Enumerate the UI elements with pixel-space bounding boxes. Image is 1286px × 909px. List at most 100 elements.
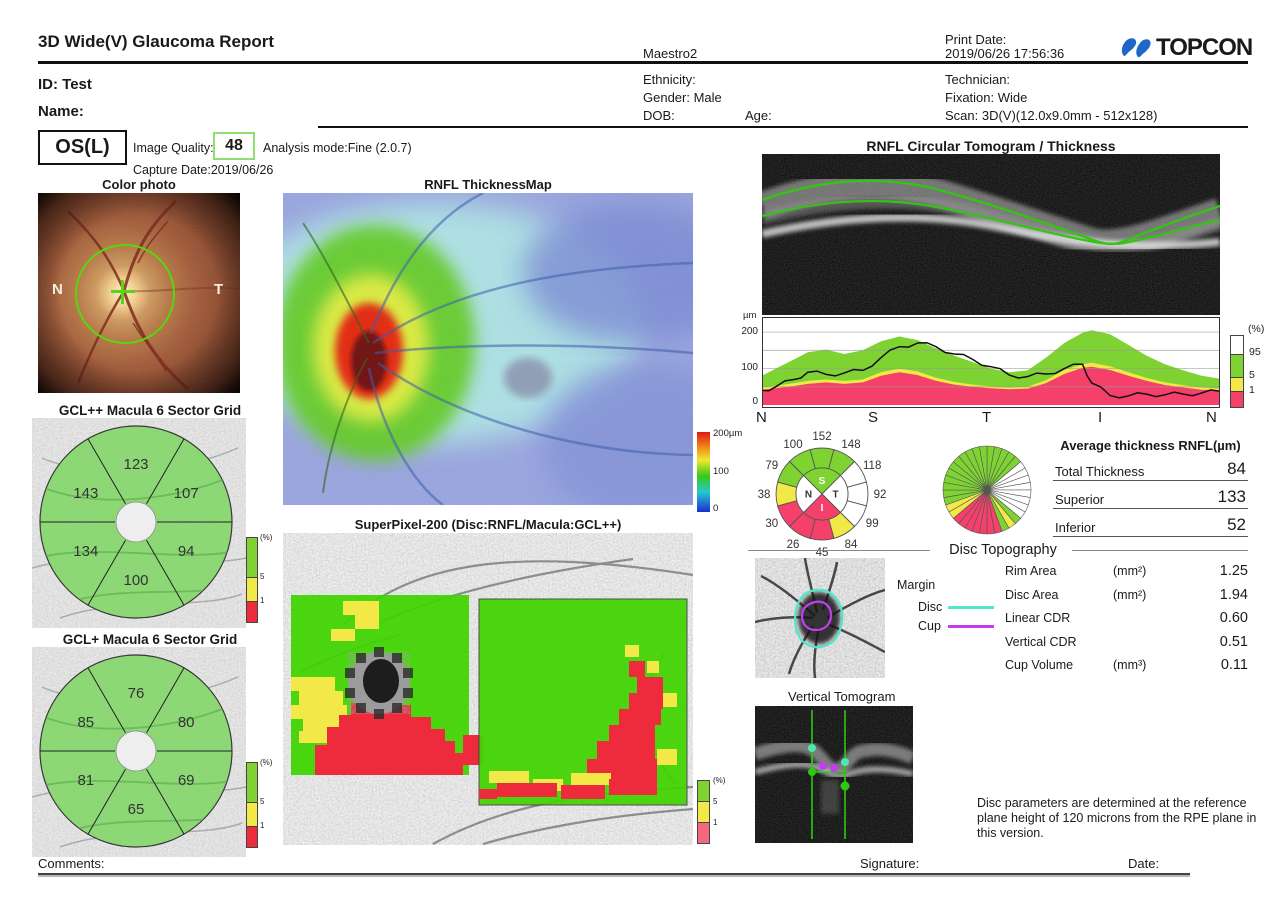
dob-label: DOB: [643,108,675,123]
disc-row-unit: (mm²) [1113,564,1147,578]
disc-topography-title: Disc Topography [949,542,1057,558]
disc-topo-rule-right [1072,550,1248,551]
gcl-p-grid: 76 80 69 65 81 85 [32,647,246,857]
clock-hour-chart [942,445,1032,535]
rnfl-profile-chart [762,317,1220,408]
superpixel-title: SuperPixel-200 (Disc:RNFL/Macula:GCL++) [354,517,622,532]
table-row: Linear CDR 0.60 [1005,610,1248,634]
disc-row-unit: (mm²) [1113,587,1147,602]
signature-label: Signature: [860,856,920,871]
svg-text:26: 26 [787,539,800,551]
svg-text:38: 38 [758,489,771,501]
svg-text:143: 143 [73,485,98,502]
avg-row-value: 84 [1227,459,1246,478]
svg-text:94: 94 [178,543,195,560]
superpixel-legend [697,780,710,844]
svg-text:N: N [805,490,812,501]
avg-table-title: Average thickness RNFL(µm) [1060,438,1241,453]
avg-row-label: Total Thickness [1055,464,1145,479]
margin-label: Margin [897,578,936,592]
subheader-divider [318,126,1248,128]
disc-row-label: Linear CDR [1005,611,1071,625]
thickness-map-scale [697,432,710,512]
scan-circle-overlay [75,244,175,344]
disc-row-label: Vertical CDR [1005,634,1077,649]
image-quality-label: Image Quality: [133,141,214,155]
svg-text:69: 69 [178,772,195,789]
vertical-tomogram-image [755,706,913,843]
disc-margin-swatch [948,606,994,609]
profile-x-t: T [982,409,992,426]
report-title: 3D Wide(V) Glaucoma Report [38,32,274,51]
gcl-p-legend-1: 1 [260,821,265,830]
avg-row-label: Inferior [1055,520,1096,535]
date-label: Date: [1128,856,1160,871]
table-row: Cup Volume (mm³) 0.11 [1005,657,1248,681]
image-quality-value: 48 [213,132,255,160]
svg-text:I: I [821,503,824,514]
color-photo-title: Color photo [102,177,176,192]
svg-text:85: 85 [77,714,94,731]
superpixel-legend-1: 1 [713,818,718,827]
profile-y-unit: µm [743,310,757,321]
svg-text:100: 100 [783,439,802,451]
scan-label: Scan: 3D(V)(12.0x9.0mm - 512x128) [945,108,1158,123]
avg-row-value: 133 [1217,487,1246,506]
disc-photo [755,558,885,678]
disc-margin-label: Disc [918,600,943,614]
svg-text:65: 65 [128,801,145,818]
svg-text:81: 81 [77,772,94,789]
technician-label: Technician: [945,72,1011,87]
svg-text:76: 76 [128,685,145,702]
cup-margin-label: Cup [918,619,941,633]
svg-text:T: T [832,490,838,501]
profile-x-n1: N [756,409,767,426]
rnfl-thickness-map [283,193,693,505]
patient-name: Name: [38,103,84,120]
gcl-pp-legend-1: 1 [260,596,265,605]
profile-legend-95: 95 [1249,346,1261,358]
profile-ytick-100: 100 [741,362,758,373]
profile-x-i: I [1098,409,1103,426]
svg-text:100: 100 [123,572,148,589]
svg-text:30: 30 [765,518,778,530]
ethnicity-label: Ethnicity: [643,72,696,87]
gcl-p-legend-5: 5 [260,797,265,806]
disc-row-label: Disc Area [1005,587,1059,602]
svg-text:84: 84 [845,539,858,551]
disc-row-label: Rim Area [1005,564,1057,578]
profile-legend-bar [1230,335,1244,408]
gender-label: Gender: Male [643,90,722,105]
table-row: Vertical CDR 0.51 [1005,634,1248,658]
map-scale-mid: 100 [713,466,729,477]
capture-date: Capture Date:2019/06/26 [133,163,274,177]
gcl-pp-legend-pct: (%) [260,533,273,542]
disc-topo-rule-left [748,550,930,551]
svg-text:118: 118 [863,460,881,472]
rnfl-oct-image [762,154,1220,315]
cup-margin-swatch [948,625,994,628]
print-date-value: 2019/06/26 17:56:36 [945,46,1065,61]
avg-row-value: 52 [1227,515,1246,534]
comments-label: Comments: [38,856,105,871]
age-label: Age: [745,108,772,123]
fixation-label: Fixation: Wide [945,90,1028,105]
svg-text:152: 152 [812,431,831,443]
topcon-logo-icon [1121,38,1151,58]
gcl-p-legend [246,762,258,848]
profile-ytick-0: 0 [752,396,758,407]
svg-text:S: S [819,476,826,487]
gcl-pp-legend [246,537,258,623]
tomogram-title: RNFL Circular Tomogram / Thickness [866,138,1116,154]
svg-text:79: 79 [765,460,778,472]
disc-row-label: Cup Volume [1005,658,1074,672]
profile-legend-5: 5 [1249,369,1255,381]
device-name: Maestro2 [643,46,698,61]
gcl-p-legend-pct: (%) [260,758,273,767]
disc-row-value: 0.11 [1220,657,1248,673]
patient-id: ID: Test [38,76,92,93]
disc-row-value: 1.25 [1219,563,1248,579]
disc-row-value: 0.60 [1219,610,1248,626]
map-scale-top: 200µm [713,428,743,439]
disc-row-value: 0.51 [1219,633,1248,650]
